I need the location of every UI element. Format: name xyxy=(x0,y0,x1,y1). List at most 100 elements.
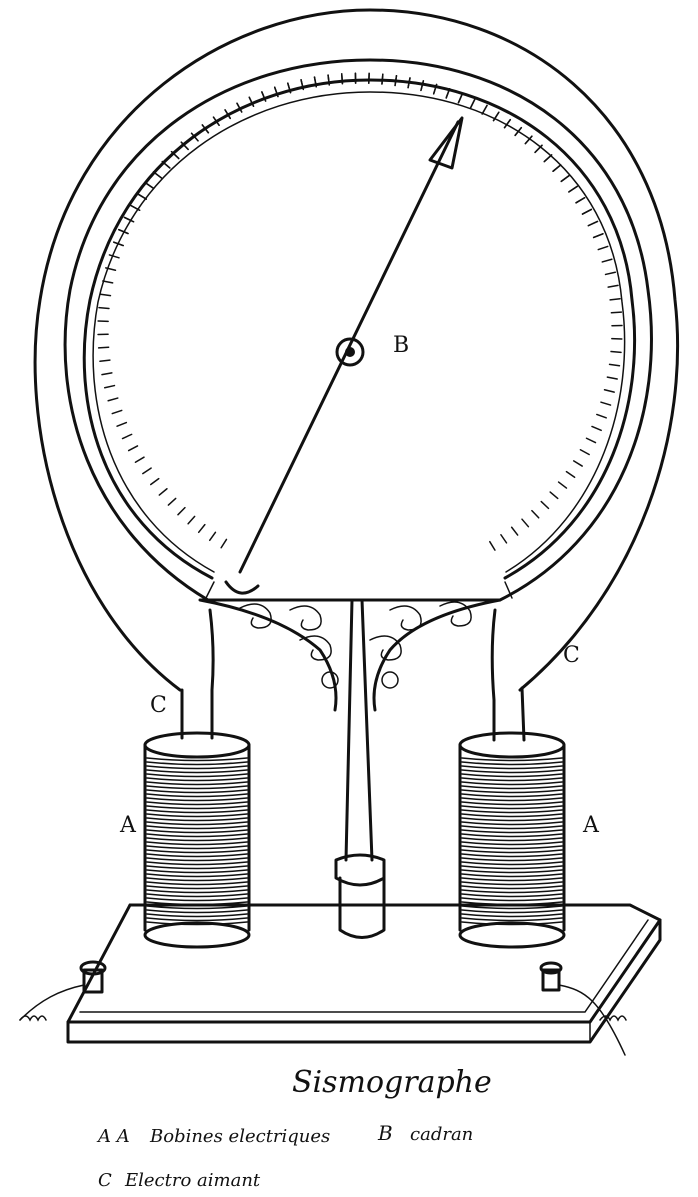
coil-winding xyxy=(461,757,563,762)
legend-key-a: A A xyxy=(96,1126,130,1147)
coil-winding xyxy=(461,789,563,794)
coil-winding xyxy=(146,869,248,874)
dial-tick xyxy=(261,91,267,102)
coil-winding xyxy=(461,785,563,790)
coil-winding xyxy=(146,805,248,810)
dial-tick xyxy=(97,346,110,349)
dial-tick xyxy=(273,86,279,98)
dial-tick xyxy=(98,306,110,310)
dial-tick xyxy=(407,77,411,89)
dial-tick xyxy=(510,526,519,536)
coil-winding xyxy=(461,761,563,766)
dial-tick xyxy=(540,500,550,510)
coil-winding xyxy=(146,833,248,838)
dial-tick xyxy=(457,92,464,104)
dial-tick xyxy=(142,467,152,475)
coil-winding xyxy=(461,805,563,810)
coil-winding xyxy=(146,865,248,870)
coil-winding xyxy=(461,865,563,870)
dial-tick xyxy=(609,297,621,301)
dial-tick xyxy=(514,126,523,137)
coil-winding xyxy=(146,913,248,918)
dial-tick xyxy=(220,538,228,549)
dial-tick xyxy=(130,204,141,212)
dial-tick xyxy=(113,241,124,247)
coil-left xyxy=(143,608,251,949)
label-c-left: C xyxy=(150,693,167,718)
label-a-right: A xyxy=(582,813,600,838)
coil-winding xyxy=(146,905,248,910)
coil-winding xyxy=(146,797,248,802)
dial-tick xyxy=(552,164,562,173)
coil-winding xyxy=(146,841,248,846)
coil-winding xyxy=(146,781,248,786)
dial-tick xyxy=(600,401,612,406)
magnet-ring xyxy=(33,8,679,692)
dial-tick xyxy=(180,141,189,151)
dial-tick xyxy=(432,83,438,95)
dial-tick xyxy=(587,220,599,227)
dial-tick xyxy=(123,216,135,223)
dial-tick xyxy=(121,433,133,440)
dial-tick xyxy=(604,271,617,276)
coil-winding xyxy=(146,861,248,866)
dial-tick xyxy=(489,540,496,551)
coil-winding xyxy=(146,845,248,850)
dial-tick xyxy=(503,118,512,129)
coil-right xyxy=(458,608,566,949)
dial-tick xyxy=(190,132,199,142)
coil-winding xyxy=(461,917,563,922)
coil-winding xyxy=(461,813,563,818)
coil-winding xyxy=(146,885,248,890)
dial-tick xyxy=(469,98,476,109)
dial-tick xyxy=(144,181,155,190)
coil-winding xyxy=(146,825,248,830)
dial-tick xyxy=(581,208,593,215)
coil-winding xyxy=(146,773,248,778)
coil-winding xyxy=(461,773,563,778)
dial-tick xyxy=(596,413,607,419)
dial-tick xyxy=(116,421,128,427)
coil-winding xyxy=(461,781,563,786)
dial-tick xyxy=(394,74,398,87)
coil-winding xyxy=(146,837,248,842)
dial-tick xyxy=(212,116,220,127)
coil-winding xyxy=(146,757,248,762)
coil-winding xyxy=(146,813,248,818)
coil-winding xyxy=(146,777,248,782)
coil-winding xyxy=(461,893,563,898)
coil-winding xyxy=(461,849,563,854)
coil-winding xyxy=(146,793,248,798)
dial-tick xyxy=(118,228,129,235)
dial-tick xyxy=(327,74,331,86)
dial-tick xyxy=(300,79,305,91)
dial-tick xyxy=(103,384,116,389)
dial-tick xyxy=(565,470,576,479)
dial-tick xyxy=(381,73,384,85)
coil-winding xyxy=(146,921,248,926)
coil-winding xyxy=(461,921,563,926)
dial-scale xyxy=(97,72,623,551)
dial-tick xyxy=(108,254,120,259)
dial-tick xyxy=(601,258,613,263)
coil-winding xyxy=(461,801,563,806)
dial-tick xyxy=(524,135,533,145)
dial-tick xyxy=(549,491,559,500)
dial-tick xyxy=(99,359,111,363)
coil-winding xyxy=(146,893,248,898)
dial-tick xyxy=(500,533,508,544)
dial-tick xyxy=(201,124,210,134)
coil-winding xyxy=(461,845,563,850)
dial-tick xyxy=(521,518,530,528)
coil-winding xyxy=(461,765,563,770)
pointer-needle xyxy=(224,116,464,595)
dial-tick xyxy=(610,350,622,354)
coil-winding xyxy=(146,873,248,878)
dial-tick xyxy=(170,150,180,160)
coil-winding xyxy=(461,809,563,814)
coil-winding xyxy=(461,841,563,846)
dial-tick xyxy=(224,109,231,120)
dial-tick xyxy=(152,171,163,179)
dial-tick xyxy=(236,102,243,113)
coil-winding xyxy=(461,869,563,874)
